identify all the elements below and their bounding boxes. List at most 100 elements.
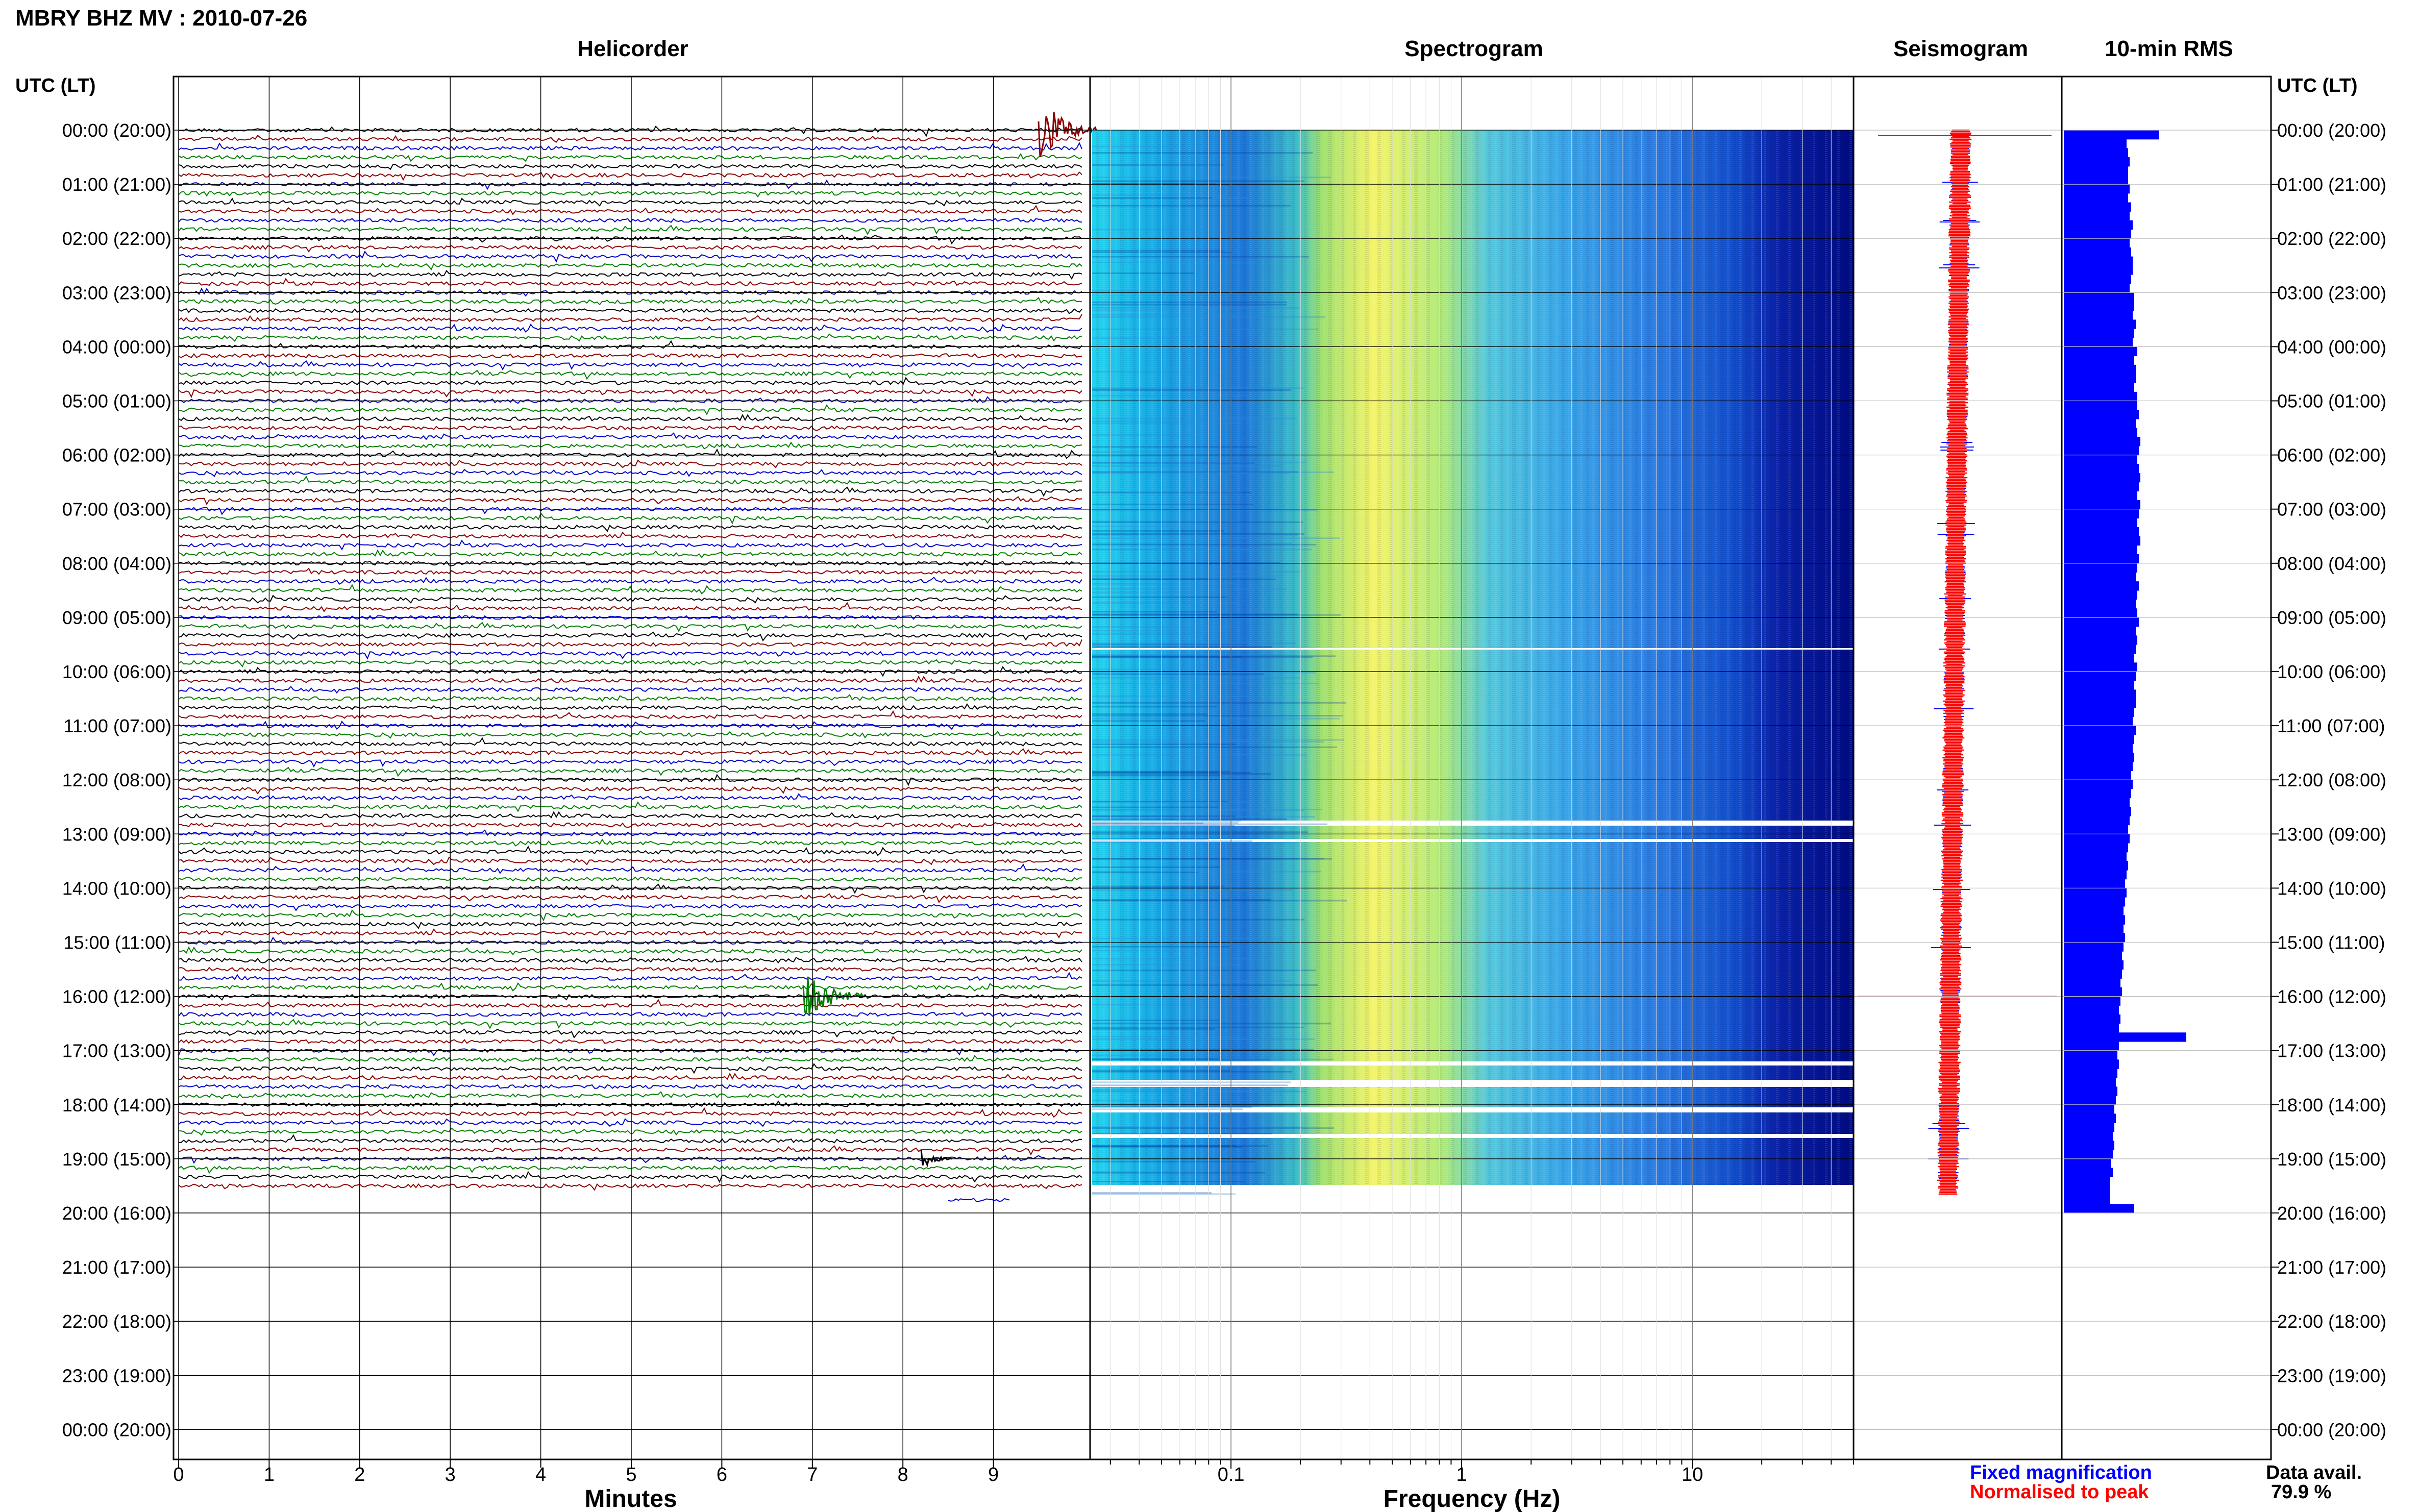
spectrogram-streak [1092, 806, 1218, 808]
time-label-right: 23:00 (19:00) [2277, 1365, 2386, 1386]
rms-bar [2064, 157, 2130, 167]
time-labels: 00:00 (20:00) 00:00 (20:00) 01:00 (21:00) 0… [62, 120, 2386, 1440]
helicorder-trace [178, 441, 1082, 450]
helicorder-trace [178, 972, 1082, 981]
spectrogram-streak [1092, 1081, 1291, 1083]
helicorder-trace [178, 829, 1082, 837]
rms-bar [2064, 401, 2137, 410]
helicorder-trace [178, 296, 1082, 306]
spectrogram-streak [1092, 309, 1200, 311]
helicorder-trace [178, 737, 1082, 747]
rms-bar [2064, 238, 2130, 248]
spectrogram-streak [1092, 1084, 1288, 1086]
helicorder-trace [178, 966, 1082, 973]
helicorder-trace [178, 1084, 1082, 1090]
rms-bar [2064, 509, 2139, 518]
spectrogram-streak [1092, 775, 1221, 777]
spectrogram-streak [1092, 1127, 1334, 1129]
rms-bar [2064, 346, 2137, 356]
rms-bar [2064, 960, 2124, 970]
rms-bar [2064, 608, 2137, 618]
spectrogram-streak [1092, 591, 1227, 593]
spectrogram-streak [1092, 549, 1312, 551]
spectrogram-streak [1092, 1058, 1334, 1060]
helicorder-trace [178, 559, 1082, 567]
helicorder-trace [178, 269, 1082, 280]
time-label-left: 01:00 (21:00) [62, 174, 171, 195]
time-label-left: 04:00 (00:00) [62, 336, 171, 357]
helicorder-trace [178, 353, 1082, 359]
spectrogram-streak [1092, 1106, 1252, 1108]
rms-bar [2064, 247, 2131, 257]
helicorder-trace [178, 1019, 1082, 1029]
time-label-right: 09:00 (05:00) [2277, 607, 2386, 628]
time-label-right: 19:00 (15:00) [2277, 1149, 2386, 1170]
helicorder-trace [178, 622, 1082, 633]
spectrogram-streak [1092, 801, 1228, 803]
minute-tick-label: 3 [445, 1464, 456, 1485]
spectrogram-streak [1092, 197, 1212, 199]
time-label-left: 17:00 (13:00) [62, 1040, 171, 1061]
helicorder-trace [178, 1028, 1082, 1039]
rms-bar [2064, 1177, 2110, 1186]
spectrogram-streak [1092, 702, 1346, 704]
rms-bar [2064, 337, 2133, 347]
spectrogram-streak [1092, 588, 1287, 590]
helicorder-trace [178, 308, 1082, 314]
helicorder-trace [178, 404, 1082, 415]
spectrogram-streak [1092, 739, 1344, 741]
helicorder-trace [178, 883, 1082, 894]
spectrogram-streak [1092, 646, 1272, 648]
rms-bar [2064, 743, 2133, 753]
time-label-right: 13:00 (09:00) [2277, 824, 2386, 845]
spectrogram-streak [1092, 504, 1253, 505]
helicorder-trace [178, 774, 1082, 786]
spectrogram-streak [1092, 644, 1244, 646]
rms-bar [2064, 1096, 2116, 1105]
spectrogram-streak [1092, 1193, 1236, 1195]
spectrogram-streak [1092, 509, 1317, 511]
time-label-right: 05:00 (01:00) [2277, 391, 2386, 412]
helicorder-trace [178, 893, 1082, 903]
time-label-right: 18:00 (14:00) [2277, 1095, 2386, 1116]
spectrogram-streak [1092, 197, 1248, 199]
frequency-tick-label: 1 [1457, 1464, 1467, 1485]
helicorder-trace [178, 999, 1082, 1008]
rms-bar [2064, 572, 2136, 582]
spectrogram-streak [1092, 420, 1203, 423]
helicorder-trace [178, 163, 1082, 170]
spectrogram-streak [1092, 820, 1241, 822]
spectrogram-streak [1092, 314, 1242, 316]
rms-bar [2064, 753, 2134, 762]
helicorder-trace [178, 262, 1082, 271]
spectrogram-streak [1092, 526, 1203, 528]
helicorder-trace [178, 369, 1082, 380]
time-label-left: 08:00 (04:00) [62, 553, 171, 574]
rms-bar [2064, 1168, 2113, 1177]
helicorder-trace [178, 594, 1082, 604]
spectrogram-streak [1092, 465, 1279, 467]
rms-bar [2064, 617, 2139, 627]
rms-bar [2064, 418, 2136, 429]
helicorder-trace [178, 549, 1082, 559]
rms-bar [2064, 798, 2130, 807]
rms-bar [2064, 924, 2124, 934]
helicorder-trace [178, 1063, 1082, 1074]
rms-bar [2064, 265, 2133, 275]
rms-bar [2064, 807, 2131, 816]
spectrogram-streak [1092, 773, 1271, 775]
helicorder-trace [178, 639, 1082, 647]
rms-bar [2064, 978, 2120, 988]
rms-frame [2061, 76, 2272, 1460]
rms-bar [2064, 645, 2136, 654]
spectrogram-streak [1092, 473, 1289, 475]
helicorder-trace [178, 1171, 1082, 1183]
spectrogram-streak [1092, 491, 1251, 493]
spectrogram-streak [1092, 180, 1304, 182]
spectrogram-streak [1092, 1108, 1243, 1110]
rms-bar [2064, 834, 2130, 844]
spectrogram-streak [1092, 713, 1207, 715]
helicorder-trace [178, 539, 1082, 551]
spectrogram-streak [1092, 815, 1236, 817]
rms-bar [2064, 1059, 2119, 1069]
